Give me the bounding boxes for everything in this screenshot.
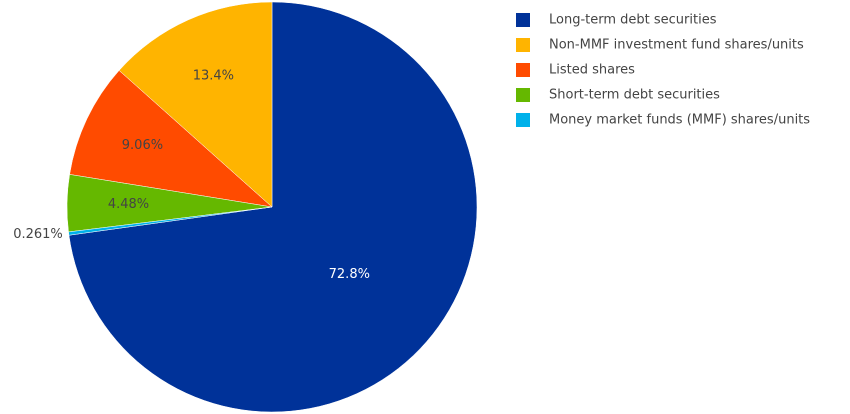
legend-swatch — [516, 13, 530, 27]
pie-slice — [68, 1, 478, 413]
pie-slice — [69, 70, 273, 208]
legend-label: Money market funds (MMF) shares/units — [549, 113, 810, 128]
slice-label: 13.4% — [193, 69, 234, 84]
slice-label: 72.8% — [329, 267, 370, 282]
pie-slice — [68, 206, 273, 236]
legend-label: Short-term debt securities — [549, 88, 720, 103]
legend-swatch — [516, 88, 530, 102]
slice-label: 0.261% — [13, 227, 63, 242]
legend-label: Listed shares — [549, 63, 635, 78]
legend-swatch — [516, 113, 530, 127]
legend-label: Long-term debt securities — [549, 13, 717, 28]
pie-slice — [118, 1, 273, 208]
slice-label: 4.48% — [108, 197, 149, 212]
legend-label: Non-MMF investment fund shares/units — [549, 38, 804, 53]
slice-label: 9.06% — [122, 138, 163, 153]
legend-swatch — [516, 63, 530, 77]
legend-swatch — [516, 38, 530, 52]
